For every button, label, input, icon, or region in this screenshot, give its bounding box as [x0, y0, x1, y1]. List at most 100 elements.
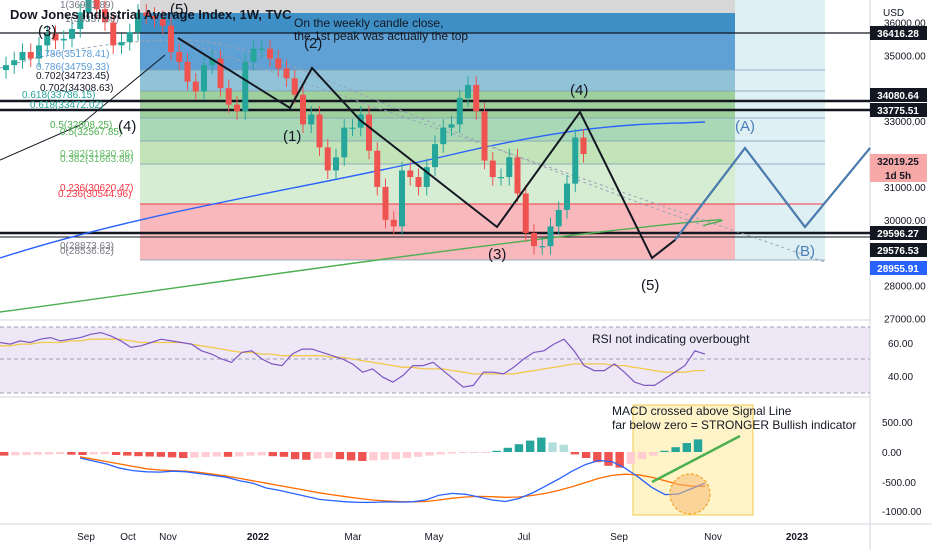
macd-line: [79, 457, 706, 504]
rsi-band: [0, 327, 870, 393]
price-tick-label: 27000.00: [884, 315, 926, 326]
candle-body: [258, 48, 265, 50]
candle-body: [423, 167, 430, 187]
time-tick-label: Jul: [518, 532, 531, 543]
candle-body: [19, 51, 26, 61]
macd-histogram-bar: [190, 452, 199, 458]
time-axis: Sep Oct Nov 2022 Mar May Jul Sep Nov 2023: [77, 532, 808, 543]
price-box: [870, 103, 927, 117]
wave-label-4-mid: (4): [570, 82, 588, 99]
macd-histogram-bar: [514, 444, 524, 452]
candle-body: [456, 98, 463, 125]
price-tick-label: 28000.00: [884, 282, 926, 293]
price-box-label: 29576.53: [877, 246, 919, 257]
macd-histogram-bar: [604, 452, 613, 466]
fib-label: 0.5(32567.85): [60, 127, 122, 138]
macd-panel: [0, 434, 741, 515]
macd-histogram-bar: [671, 447, 680, 452]
macd-histogram-bar: [44, 452, 54, 455]
candle-body: [564, 183, 570, 210]
macd-trend-arrow: [651, 434, 741, 484]
fib-label: 0(28873.63): [60, 241, 114, 252]
macd-histogram-bar: [111, 452, 121, 455]
time-tick-label: Sep: [77, 532, 95, 543]
macd-histogram-bar: [358, 452, 367, 461]
fib-label: 0.382(31830.36): [60, 149, 133, 160]
macd-histogram-bar: [402, 452, 412, 458]
fib-label: 0.702(34308.63): [40, 83, 113, 94]
macd-histogram-bar: [380, 452, 389, 460]
macd-histogram-bar: [134, 452, 143, 457]
wave-label-3-top: (3): [38, 23, 56, 40]
price-box-label: 32019.25: [877, 157, 919, 168]
wave-label-1: (1): [283, 128, 301, 145]
macd-histogram-bar: [481, 452, 490, 453]
price-box-label: 36416.28: [877, 29, 919, 40]
macd-histogram-bar: [570, 452, 580, 455]
currency-label: USD: [883, 8, 904, 19]
candle-body: [217, 58, 224, 89]
projection-line: [674, 146, 871, 241]
candle-body: [308, 114, 315, 125]
candle-body: [580, 137, 587, 154]
candle-body: [382, 186, 389, 220]
price-tick-label: 35000.00: [884, 51, 926, 62]
chart-title: Dow Jones Industrial Average Index, 1W, …: [10, 7, 292, 22]
candle-body: [126, 32, 133, 43]
rsi-panel: [0, 331, 706, 388]
macd-histogram-bar: [436, 452, 445, 455]
macd-histogram-bar: [67, 452, 76, 455]
candle-body: [473, 84, 480, 112]
time-tick-label: Nov: [159, 532, 177, 543]
candle-body: [85, 0, 92, 13]
candle-body: [60, 38, 67, 41]
wave-label-A: (A): [735, 118, 755, 135]
macd-histogram-bar: [145, 452, 154, 457]
wave-label-2: (2): [304, 35, 322, 52]
macd-tick-label: -500.00: [882, 478, 916, 489]
price-box-label: 29596.27: [877, 229, 919, 240]
candle-body: [242, 61, 249, 112]
fib-label: 0(28536.62): [60, 246, 114, 257]
candle-body: [555, 209, 562, 227]
price-tick-label: 36000.00: [884, 18, 926, 29]
macd-histogram-bar: [179, 452, 188, 458]
price-tick-label: 33000.00: [884, 117, 926, 128]
candle-body: [118, 42, 125, 46]
candle-body: [151, 15, 158, 20]
macd-histogram-bar: [637, 452, 647, 460]
candle-body: [36, 45, 42, 59]
fib-lines: [0, 32, 870, 261]
wave-label-5-low: (5): [641, 277, 659, 294]
macd-histogram-bar: [123, 452, 132, 456]
time-tick-label: Mar: [344, 532, 362, 543]
price-box: [870, 226, 927, 240]
fib-label: 0.618(33786.15): [22, 90, 95, 101]
candle-body: [291, 78, 298, 95]
candle-body: [52, 33, 59, 41]
macd-histogram-bar: [447, 452, 457, 454]
fib-label: 0.702(34723.45): [36, 71, 109, 82]
macd-histogram-bar: [559, 444, 568, 452]
candle-body: [572, 137, 579, 184]
candle-body: [209, 58, 216, 66]
candle-body: [374, 150, 381, 187]
macd-histogram-bar: [100, 452, 110, 455]
candle-body: [11, 60, 18, 66]
macd-histogram-bar: [78, 452, 87, 455]
price-box-label: 28955.91: [877, 264, 919, 275]
candle-body: [168, 25, 174, 52]
candle-body: [143, 12, 150, 16]
candle-body: [349, 127, 356, 129]
candle-body: [506, 157, 513, 178]
candle-body: [77, 12, 84, 29]
candle-body: [135, 12, 141, 33]
candle-body: [250, 48, 257, 62]
candle-body: [316, 114, 323, 148]
macd-tick-label: -1000.00: [882, 507, 922, 518]
price-box: [870, 261, 927, 275]
note-weekly-close-2: the 1st peak was actually the top: [294, 29, 468, 43]
